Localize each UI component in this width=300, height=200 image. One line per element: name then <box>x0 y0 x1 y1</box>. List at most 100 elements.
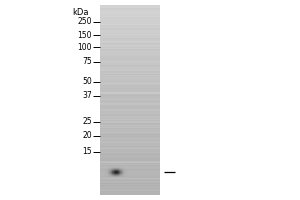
Bar <box>120 174 121 175</box>
Bar <box>112 173 113 174</box>
Bar <box>104 175 105 176</box>
Bar <box>112 175 113 176</box>
Bar <box>120 173 121 174</box>
Bar <box>103 172 104 173</box>
Bar <box>110 168 111 169</box>
Bar <box>100 111 160 112</box>
Bar <box>139 170 140 171</box>
Bar <box>100 152 160 153</box>
Bar <box>113 172 114 173</box>
Bar <box>145 170 146 171</box>
Bar <box>141 168 142 169</box>
Bar <box>129 167 130 168</box>
Bar <box>100 31 160 32</box>
Bar <box>145 169 146 170</box>
Bar <box>130 168 131 169</box>
Bar <box>100 74 160 75</box>
Bar <box>126 175 127 176</box>
Bar <box>100 8 160 9</box>
Bar <box>100 27 160 28</box>
Bar <box>132 167 133 168</box>
Bar <box>100 160 160 161</box>
Bar <box>124 173 125 174</box>
Bar <box>138 170 139 171</box>
Bar <box>123 176 124 177</box>
Bar <box>104 168 105 169</box>
Bar <box>108 170 109 171</box>
Bar <box>104 170 105 171</box>
Bar <box>105 170 106 171</box>
Bar <box>126 167 127 168</box>
Bar <box>129 172 130 173</box>
Bar <box>131 172 132 173</box>
Bar <box>125 169 126 170</box>
Bar <box>128 168 129 169</box>
Bar <box>100 167 160 168</box>
Bar <box>123 169 124 170</box>
Bar <box>116 170 117 171</box>
Bar <box>100 36 160 37</box>
Bar <box>100 66 160 67</box>
Bar <box>114 175 115 176</box>
Bar <box>100 136 160 137</box>
Bar <box>100 79 160 80</box>
Bar <box>100 186 160 187</box>
Bar <box>139 174 140 175</box>
Bar <box>100 140 160 141</box>
Bar <box>111 167 112 168</box>
Bar <box>137 172 138 173</box>
Bar <box>100 34 160 35</box>
Bar <box>126 172 127 173</box>
Bar <box>138 174 139 175</box>
Bar <box>100 22 160 23</box>
Bar <box>134 174 135 175</box>
Bar <box>105 168 106 169</box>
Bar <box>113 171 114 172</box>
Bar <box>117 174 118 175</box>
Bar <box>100 141 160 142</box>
Bar <box>136 168 137 169</box>
Bar <box>110 173 111 174</box>
Text: 75: 75 <box>82 58 92 66</box>
Bar <box>100 73 160 74</box>
Bar <box>130 169 131 170</box>
Bar <box>136 176 137 177</box>
Bar <box>108 173 109 174</box>
Bar <box>100 24 160 25</box>
Bar <box>100 42 160 43</box>
Bar <box>147 171 148 172</box>
Bar <box>100 99 160 100</box>
Bar <box>147 176 148 177</box>
Bar <box>132 169 133 170</box>
Bar <box>139 173 140 174</box>
Bar <box>100 159 160 160</box>
Bar <box>138 173 139 174</box>
Bar <box>118 174 119 175</box>
Bar <box>138 175 139 176</box>
Bar <box>126 169 127 170</box>
Bar <box>111 169 112 170</box>
Bar <box>147 167 148 168</box>
Bar <box>107 170 108 171</box>
Bar <box>128 174 129 175</box>
Bar <box>132 174 133 175</box>
Bar <box>137 170 138 171</box>
Bar <box>103 167 104 168</box>
Bar <box>125 168 126 169</box>
Bar <box>133 171 134 172</box>
Bar <box>116 175 117 176</box>
Bar <box>100 38 160 39</box>
Bar <box>123 170 124 171</box>
Bar <box>100 146 160 147</box>
Bar <box>105 176 106 177</box>
Bar <box>124 167 125 168</box>
Text: 25: 25 <box>82 117 92 127</box>
Bar <box>100 43 160 44</box>
Bar <box>127 172 128 173</box>
Bar <box>100 7 160 8</box>
Bar <box>139 167 140 168</box>
Bar <box>104 169 105 170</box>
Bar <box>137 175 138 176</box>
Bar <box>106 173 107 174</box>
Bar <box>113 173 114 174</box>
